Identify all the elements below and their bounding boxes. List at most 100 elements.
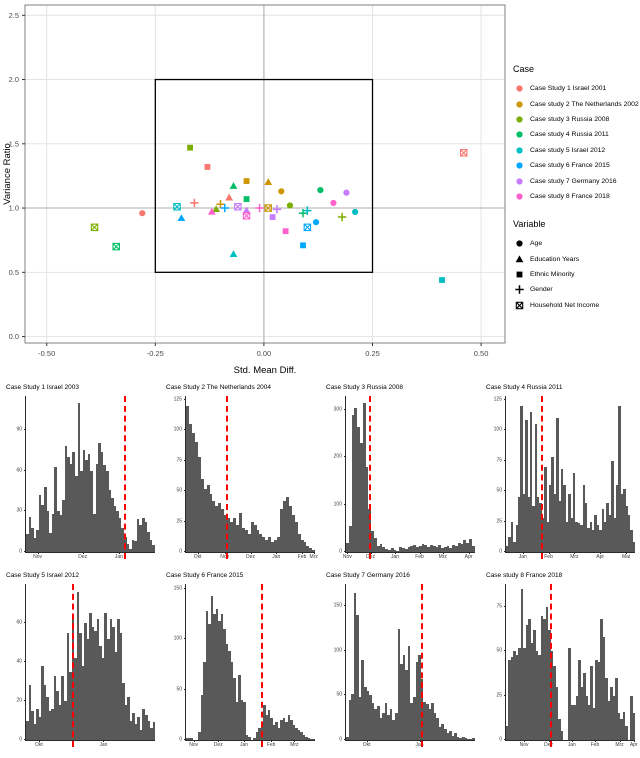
x-tick-label: Nov (33, 554, 43, 560)
x-tick-mark (271, 740, 273, 742)
histogram-bar (544, 466, 547, 552)
histogram-bar (124, 704, 128, 740)
histogram-bar (364, 686, 367, 740)
histogram-bar (401, 548, 405, 552)
histogram-bar (438, 726, 442, 740)
histogram-bar (213, 614, 216, 740)
histogram-bar (625, 725, 628, 740)
histogram-bar (230, 661, 234, 740)
histogram-plot-area: 0 25 50 75 Nov Dez Jan Feb Mrz Apr (496, 584, 638, 748)
x-tick-label: Apr (596, 554, 605, 560)
histogram-bar (630, 695, 633, 740)
y-tick-mark (24, 661, 26, 662)
histogram-bar (418, 546, 422, 552)
x-tick-mark (276, 552, 278, 554)
x-tick-label: Jan (240, 742, 249, 748)
histogram-panel: Case Study 4 Russia 2011 0 25 50 75 100 125 Jan… (480, 380, 640, 568)
y-tick-mark (344, 503, 346, 505)
legend-case-item: Case study 6 France 2015 (513, 158, 640, 173)
histogram-bar (221, 509, 225, 552)
histogram-bar (43, 685, 47, 740)
histogram-bar (397, 628, 401, 740)
histogram-bar (433, 713, 437, 740)
histogram-bar (431, 702, 434, 740)
histogram-bar (36, 530, 39, 552)
histogram-bar (82, 450, 86, 552)
histogram-bar (612, 695, 616, 740)
x-tick-mark (313, 552, 315, 554)
x-tick-label: Okt (193, 554, 202, 560)
histogram-bar (41, 665, 44, 740)
histogram-bar (382, 713, 385, 740)
histogram-bar (85, 459, 88, 552)
y-tick-label: 100 (333, 647, 342, 654)
histogram-bar (267, 709, 271, 740)
histogram-bar (205, 611, 209, 740)
x-tick-mark (347, 552, 349, 554)
histogram-bar (407, 547, 411, 552)
histogram-bar (449, 548, 453, 552)
y-tick-label: 100 (493, 426, 502, 433)
histogram-bar (622, 711, 626, 740)
y-tick-mark (504, 398, 506, 400)
y-tick-label: 50 (496, 647, 502, 654)
histogram-bars (26, 584, 156, 740)
histogram-panel: Case Study 3 Russia 2008 0 100 200 300 Nov Dez… (320, 380, 480, 568)
y-axis-title: Variance Ratio (2, 143, 13, 205)
histogram-bar (54, 466, 57, 552)
histogram-bar (525, 420, 528, 552)
histogram-bar (200, 694, 204, 740)
histogram-bar (438, 545, 442, 552)
legend-case-item: Case study 7 Germany 2016 (513, 173, 640, 188)
histogram-bar (573, 704, 576, 740)
y-tick-mark (184, 739, 186, 740)
x-tick-label: Dez (78, 554, 88, 560)
histogram-bar (101, 658, 105, 740)
histogram-bar (89, 613, 92, 740)
histogram-bar (307, 738, 311, 740)
histogram-bar (198, 731, 201, 740)
x-tick-mark (197, 552, 199, 554)
y-tick-label: 50 (496, 487, 502, 494)
treatment-date-redline (420, 584, 423, 747)
case-color-swatch (513, 191, 526, 202)
histogram-bar (280, 509, 283, 552)
svg-text:0.5: 0.5 (9, 268, 19, 277)
histogram-bar (248, 736, 251, 740)
histogram-bar (44, 486, 47, 552)
x-tick-label: Nov (342, 554, 352, 560)
histogram-title: Case study 8 France 2018 (486, 572, 563, 579)
histogram-bar (270, 717, 273, 740)
y-tick-label: 60 (16, 619, 22, 626)
histogram-bar (212, 500, 216, 552)
histogram-plot-area: 0 25 50 75 100 125 Jan Feb Mrz Apr Mai (494, 396, 636, 560)
balance-scatter-plot: 0.0 0.5 1.0 1.5 2.0 2.5 -0.50 -0.25 0.00 0.25 0.50… (2, 4, 640, 376)
histogram-bar (620, 718, 623, 740)
y-tick-mark (24, 510, 26, 512)
histogram-bar (111, 497, 114, 552)
histogram-bar (530, 642, 534, 740)
histogram-bar (223, 629, 226, 740)
square-icon (513, 269, 526, 280)
y-tick-mark (344, 456, 346, 458)
histogram-bar (150, 728, 153, 740)
histogram-bar (534, 424, 538, 552)
x-tick-label: Nov (519, 742, 529, 748)
histogram-bar (26, 534, 29, 552)
histogram-bar (87, 454, 91, 552)
histogram-bar (555, 686, 559, 740)
variable-label: Education Years (530, 255, 580, 263)
histogram-bar (191, 432, 195, 552)
histogram-panel: Case Study 1 Israel 2003 0 30 60 90 Nov Dez Jan (0, 380, 160, 568)
histogram-bar (76, 591, 80, 740)
x-tick-label: Feb (590, 742, 600, 748)
histogram-bar (425, 704, 429, 740)
x-tick-label: Jan (99, 742, 108, 748)
histogram-bar (418, 655, 421, 740)
histogram-bar (627, 515, 631, 552)
histogram-bar (365, 466, 369, 552)
legend-case-item: Case Study 1 Israel 2001 (513, 81, 640, 96)
svg-text:2.5: 2.5 (9, 11, 19, 20)
histogram-bar (392, 720, 395, 740)
histogram-bar (117, 619, 120, 740)
